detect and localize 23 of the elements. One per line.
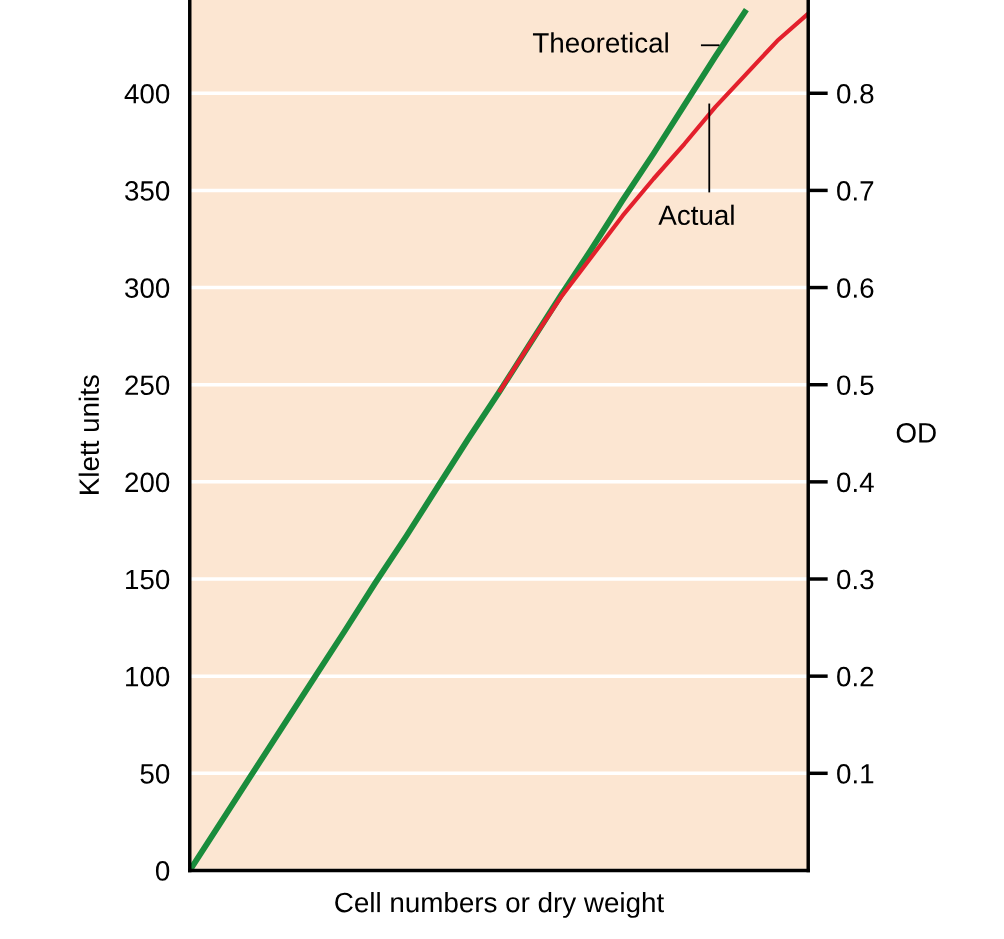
y2-tick-label: 0.1: [837, 763, 874, 784]
x-axis-title: Cell numbers or dry weight: [335, 891, 664, 918]
series-label: Theoretical: [532, 32, 668, 53]
y-tick-label: 200: [125, 472, 170, 493]
series-label: Actual: [658, 204, 734, 226]
y2-tick-label: 0.5: [837, 375, 874, 396]
y-axis-title: Klett units: [78, 375, 100, 494]
y-tick-label: 400: [124, 83, 170, 104]
y2-tick-label: 0.7: [837, 181, 874, 201]
y2-tick-label: 0.2: [837, 666, 874, 687]
y2-tick-label: 0.6: [837, 278, 874, 298]
y2-tick-label: 0.8: [837, 83, 874, 104]
y2-tick-label: 0.3: [837, 569, 874, 590]
y-tick-label: 250: [125, 375, 170, 396]
y-tick-label: 300: [125, 278, 170, 298]
y-tick-label: 0: [155, 861, 170, 881]
line-series: [496, 11, 809, 395]
y2-axis-title: OD: [896, 423, 936, 443]
y-tick-label: 50: [140, 763, 170, 784]
y-tick-label: 100: [126, 666, 170, 687]
y-tick-label: 150: [126, 569, 170, 590]
y-tick-label: 350: [125, 181, 170, 201]
y2-tick-label: 0.4: [837, 472, 874, 493]
